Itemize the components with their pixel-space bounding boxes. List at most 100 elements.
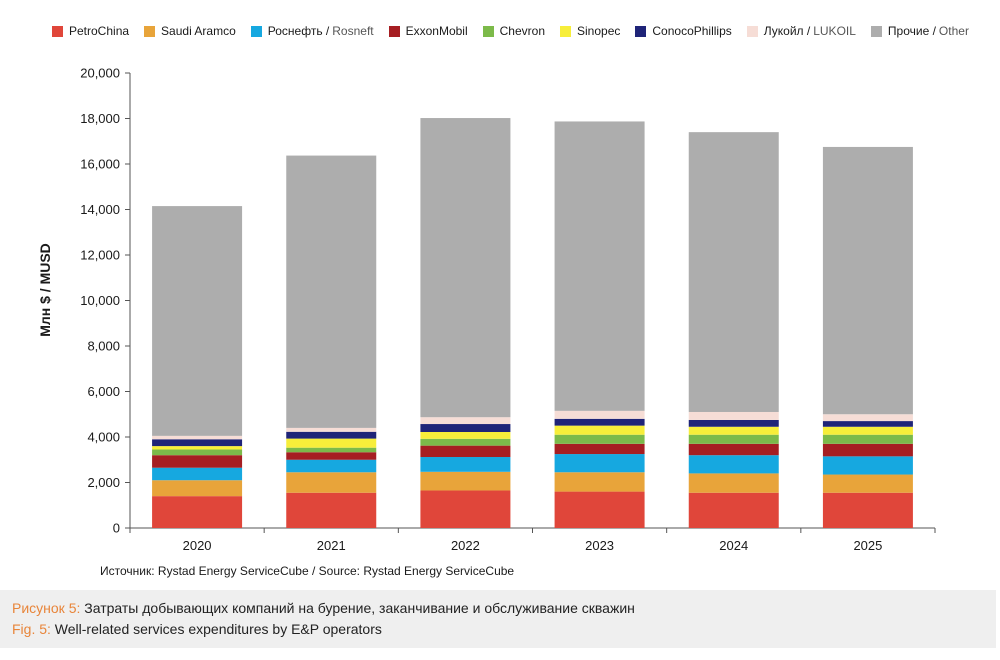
legend-swatch bbox=[560, 25, 571, 37]
legend-swatch bbox=[635, 25, 647, 37]
legend-label-sub: Rosneft bbox=[332, 24, 374, 38]
bar-segment bbox=[688, 434, 779, 444]
x-tick-label: 2023 bbox=[585, 538, 614, 553]
bar-segment bbox=[420, 445, 511, 458]
bar-segment bbox=[152, 467, 243, 481]
bar-segment bbox=[286, 447, 377, 453]
bar-segment bbox=[822, 474, 913, 493]
legend-swatch bbox=[870, 25, 882, 37]
legend-label: Chevron bbox=[499, 24, 545, 38]
y-tick-label: 16,000 bbox=[80, 157, 120, 172]
bar-segment bbox=[688, 492, 779, 528]
x-tick-label: 2020 bbox=[183, 538, 212, 553]
bar-segment bbox=[822, 414, 913, 422]
y-tick-label: 6,000 bbox=[87, 384, 120, 399]
y-tick-label: 4,000 bbox=[87, 430, 120, 445]
legend-label: Лукойл / bbox=[763, 24, 811, 38]
legend-swatch bbox=[52, 25, 63, 37]
bar-segment bbox=[688, 411, 779, 420]
legend-item: Роснефть / Rosneft bbox=[250, 24, 374, 38]
bar-segment bbox=[420, 118, 511, 418]
legend-label: Sinopec bbox=[577, 24, 621, 38]
source-en: Source: Rystad Energy ServiceCube bbox=[318, 564, 515, 578]
bar-segment bbox=[420, 457, 511, 472]
bar-segment bbox=[554, 418, 645, 426]
legend-label: Saudi Aramco bbox=[161, 24, 236, 38]
source-ru: Источник: Rystad Energy ServiceCube / bbox=[100, 564, 316, 578]
bar-segment bbox=[152, 435, 243, 440]
figure-caption: Рисунок 5: Затраты добывающих компаний н… bbox=[0, 590, 996, 648]
legend-label: ConocoPhillips bbox=[652, 24, 732, 38]
legend-item: Chevron bbox=[482, 24, 545, 38]
legend-item: Saudi Aramco bbox=[144, 24, 236, 38]
y-axis-label: Млн $ / MUSD bbox=[37, 243, 53, 337]
bar-segment bbox=[152, 455, 243, 468]
chart-legend: PetroChina Saudi Aramco Роснефть / Rosneft E… bbox=[52, 20, 992, 42]
legend-item: ExxonMobil bbox=[388, 24, 468, 38]
legend-item: Прочие / Other bbox=[870, 24, 969, 38]
bar-segment bbox=[152, 449, 243, 456]
legend-swatch bbox=[144, 25, 156, 37]
x-tick-label: 2022 bbox=[451, 538, 480, 553]
bar-segment bbox=[688, 426, 779, 435]
bar-segment bbox=[420, 431, 511, 439]
legend-label-sub: Other bbox=[938, 24, 969, 38]
legend-swatch bbox=[388, 25, 400, 37]
legend-label: ExxonMobil bbox=[405, 24, 468, 38]
bar-segment bbox=[420, 417, 511, 425]
caption-ru: Рисунок 5: Затраты добывающих компаний н… bbox=[12, 598, 984, 619]
legend-label: Роснефть / bbox=[267, 24, 330, 38]
x-tick-label: 2025 bbox=[853, 538, 882, 553]
bar-segment bbox=[822, 426, 913, 435]
bar-segment bbox=[554, 454, 645, 473]
bar-segment bbox=[286, 427, 377, 432]
x-tick-label: 2021 bbox=[317, 538, 346, 553]
y-tick-label: 20,000 bbox=[80, 66, 120, 81]
legend-label: Прочие / bbox=[887, 24, 936, 38]
legend-item: ConocoPhillips bbox=[635, 24, 732, 38]
caption-ru-prefix: Рисунок 5: bbox=[12, 600, 81, 616]
bar-segment bbox=[286, 452, 377, 460]
bar-segment bbox=[152, 480, 243, 497]
y-tick-label: 2,000 bbox=[87, 475, 120, 490]
bar-segment bbox=[420, 438, 511, 446]
legend-item: PetroChina bbox=[52, 24, 129, 38]
legend-label-sub: LUKOIL bbox=[813, 24, 856, 38]
legend-swatch bbox=[482, 25, 494, 37]
bar-segment bbox=[688, 455, 779, 474]
y-tick-label: 8,000 bbox=[87, 339, 120, 354]
bar-segment bbox=[688, 419, 779, 427]
bar-segment bbox=[420, 471, 511, 491]
bar-segment bbox=[152, 439, 243, 447]
bar-segment bbox=[554, 121, 645, 411]
y-tick-label: 14,000 bbox=[80, 202, 120, 217]
caption-en-text: Well-related services expenditures by E&… bbox=[54, 621, 382, 637]
y-tick-label: 10,000 bbox=[80, 293, 120, 308]
bar-segment bbox=[286, 472, 377, 493]
bar-segment bbox=[554, 472, 645, 492]
bar-segment bbox=[286, 459, 377, 473]
legend-swatch bbox=[250, 25, 262, 37]
bar-segment bbox=[822, 492, 913, 528]
bar-segment bbox=[286, 492, 377, 528]
bar-segment bbox=[688, 473, 779, 493]
bar-segment bbox=[152, 446, 243, 450]
bar-segment bbox=[688, 443, 779, 456]
bar-segment bbox=[822, 456, 913, 475]
legend-swatch bbox=[746, 25, 758, 37]
stacked-bar-chart: 0 2,000 4,000 6,000 8,000 10,000 12,000 14,000 1… bbox=[37, 66, 936, 553]
chart-axes: 0 2,000 4,000 6,000 8,000 10,000 12,000 14,000 1… bbox=[80, 66, 936, 553]
bar-segment bbox=[822, 421, 913, 427]
bar-segment bbox=[822, 434, 913, 444]
bar-segment bbox=[152, 496, 243, 528]
bar-segment bbox=[554, 425, 645, 435]
bar-segment bbox=[688, 132, 779, 412]
caption-en: Fig. 5: Well-related services expenditur… bbox=[12, 619, 984, 640]
x-tick-label: 2024 bbox=[719, 538, 748, 553]
legend-label: PetroChina bbox=[69, 24, 130, 38]
bar-segment bbox=[554, 410, 645, 419]
bar-segment bbox=[822, 443, 913, 457]
y-tick-label: 0 bbox=[113, 521, 120, 536]
bar-segment bbox=[420, 490, 511, 528]
bar-segment bbox=[286, 155, 377, 428]
